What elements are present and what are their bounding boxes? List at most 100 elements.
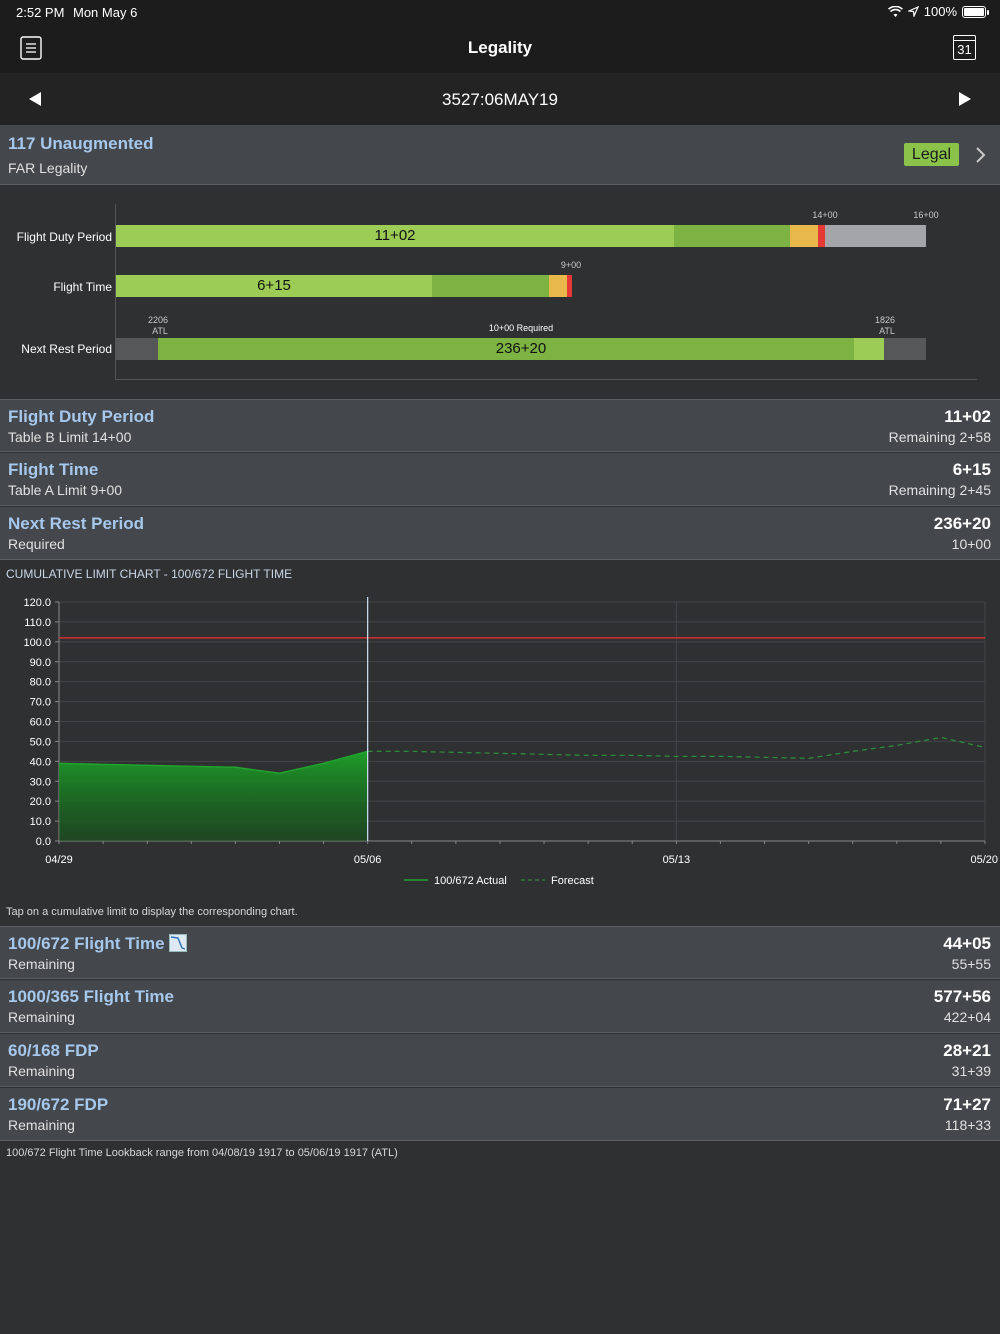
x-tick-label: 05/20 — [970, 854, 998, 866]
y-tick-label: 10.0 — [30, 816, 51, 828]
y-tick-label: 60.0 — [30, 717, 51, 729]
legend-forecast-label: Forecast — [551, 875, 594, 887]
location-icon — [907, 6, 919, 17]
limit-row-1000-365[interactable]: 1000/365 Flight Time Remaining 577+56 42… — [0, 980, 1000, 1033]
limit-row-value: 577+56 — [933, 987, 991, 1006]
limit-row-title: 100/672 Flight Time — [8, 934, 165, 953]
limit-row-value: 28+21 — [943, 1041, 991, 1060]
fdp-row-title: Flight Duty Period — [8, 407, 155, 426]
limit-row-subtitle: Remaining — [8, 1063, 75, 1079]
rest-right-station: ATL — [879, 326, 895, 336]
menu-icon[interactable] — [20, 36, 42, 60]
y-tick-label: 100.0 — [23, 637, 51, 649]
limit-row-190-672[interactable]: 190/672 FDP Remaining 71+27 118+33 — [0, 1088, 1000, 1141]
y-tick-label: 80.0 — [30, 677, 51, 689]
y-tick-label: 120.0 — [23, 597, 51, 609]
nav-bar: Legality 31 — [0, 24, 1000, 73]
fdp-row-remaining: Remaining 2+58 — [888, 429, 991, 445]
rest-required: 10+00 Required — [488, 323, 554, 333]
ft-bar-projected — [432, 275, 549, 297]
y-tick-label: 0.0 — [36, 836, 51, 848]
status-date: Mon May 6 — [73, 5, 138, 20]
limit-row-remaining: 422+04 — [943, 1009, 991, 1025]
actual-series-line — [58, 750, 368, 775]
ft-tick-9: 9+00 — [560, 260, 582, 270]
bars-axis-horizontal — [115, 379, 977, 380]
ft-bar-limit — [567, 275, 572, 297]
legend-actual-label: 100/672 Actual — [434, 875, 507, 887]
battery-icon — [962, 5, 989, 18]
limit-row-title: 190/672 FDP — [8, 1095, 109, 1114]
y-tick-label: 40.0 — [30, 756, 51, 768]
rest-bar-required — [854, 338, 884, 360]
rest-bar-value: 236+20 — [495, 340, 547, 357]
next-arrow-icon[interactable] — [956, 90, 974, 108]
flight-time-row-title: Flight Time — [8, 460, 99, 479]
rest-bar-after — [884, 338, 926, 360]
x-tick-label: 05/13 — [663, 854, 691, 866]
chart-icon — [168, 934, 187, 952]
limit-row-100-672[interactable]: 100/672 Flight Time Remaining 44+05 55+5… — [0, 926, 1000, 979]
y-tick-label: 50.0 — [30, 736, 51, 748]
actual-area — [59, 751, 368, 841]
fdp-row-value: 11+02 — [944, 407, 991, 426]
y-tick-label: 30.0 — [30, 776, 51, 788]
x-tick-label: 04/29 — [45, 854, 73, 866]
pairing-label: 3527:06MAY19 — [442, 90, 558, 109]
battery-percent: 100% — [923, 4, 957, 19]
y-tick-label: 20.0 — [30, 796, 51, 808]
lookback-footnote: 100/672 Flight Time Lookback range from … — [6, 1147, 398, 1159]
limit-row-60-168[interactable]: 60/168 FDP Remaining 28+21 31+39 — [0, 1034, 1000, 1087]
chevron-right-icon[interactable] — [974, 146, 986, 164]
limit-row-title: 1000/365 Flight Time — [8, 987, 174, 1006]
limit-row-remaining: 118+33 — [944, 1117, 991, 1133]
ft-bar-value: 6+15 — [257, 277, 291, 294]
ft-bar-warning — [549, 275, 567, 297]
y-tick-label: 90.0 — [30, 657, 51, 669]
flight-time-row-subtitle: Table A Limit 9+00 — [8, 482, 123, 498]
wifi-icon — [887, 5, 903, 17]
rest-bar-before — [116, 338, 158, 360]
rest-row-required: 10+00 — [951, 536, 991, 552]
status-time: 2:52 PM — [16, 5, 65, 20]
fdp-bar-extension — [825, 225, 926, 247]
legality-header-title: 117 Unaugmented — [8, 134, 154, 153]
x-tick-label: 05/06 — [354, 854, 382, 866]
rest-bar-period — [158, 338, 854, 360]
rest-left-time: 2206 — [147, 315, 169, 325]
page-title: Legality — [467, 38, 533, 57]
previous-arrow-icon[interactable] — [26, 90, 44, 108]
ft-bar-label: Flight Time — [53, 280, 112, 294]
rest-right-time: 1826 — [874, 315, 896, 325]
fdp-bar-label: Flight Duty Period — [16, 230, 112, 244]
fdp-tick-14: 14+00 — [812, 210, 838, 220]
limit-row-subtitle: Remaining — [8, 1009, 75, 1025]
limit-row-remaining: 31+39 — [951, 1063, 991, 1079]
flight-time-row-remaining: Remaining 2+45 — [888, 482, 991, 498]
bars-axis-vertical — [115, 204, 116, 380]
fdp-row-subtitle: Table B Limit 14+00 — [8, 429, 132, 445]
legality-header[interactable]: 117 Unaugmented FAR Legality — [0, 125, 1000, 185]
rest-row-value: 236+20 — [933, 514, 991, 533]
limit-row-subtitle: Remaining — [8, 956, 75, 972]
rest-left-station: ATL — [152, 326, 168, 336]
limit-row-remaining: 55+55 — [951, 956, 991, 972]
fdp-bar-warning — [790, 225, 818, 247]
status-bar: 2:52 PM Mon May 6 100% — [0, 0, 1000, 24]
fdp-tick-16: 16+00 — [913, 210, 939, 220]
fdp-bar-value: 11+02 — [374, 227, 416, 244]
flight-time-row[interactable]: Flight Time Table A Limit 9+00 6+15 Rema… — [0, 453, 1000, 506]
rest-bar-label: Next Rest Period — [21, 342, 112, 356]
status-right: 100% — [887, 4, 989, 19]
limit-row-title: 60/168 FDP — [8, 1041, 99, 1060]
legality-bars: Flight Duty Period 14+00 16+00 11+02 Fli… — [0, 185, 1000, 399]
y-tick-label: 110.0 — [24, 617, 51, 629]
fdp-row[interactable]: Flight Duty Period Table B Limit 14+00 1… — [0, 399, 1000, 452]
rest-row[interactable]: Next Rest Period Required 236+20 10+00 — [0, 507, 1000, 560]
y-tick-label: 70.0 — [30, 697, 51, 709]
calendar-day: 31 — [957, 42, 972, 57]
fdp-bar-projected — [674, 225, 790, 247]
pairing-bar: 3527:06MAY19 — [0, 73, 1000, 125]
calendar-icon[interactable]: 31 — [953, 35, 976, 60]
fdp-bar-actual — [116, 225, 674, 247]
